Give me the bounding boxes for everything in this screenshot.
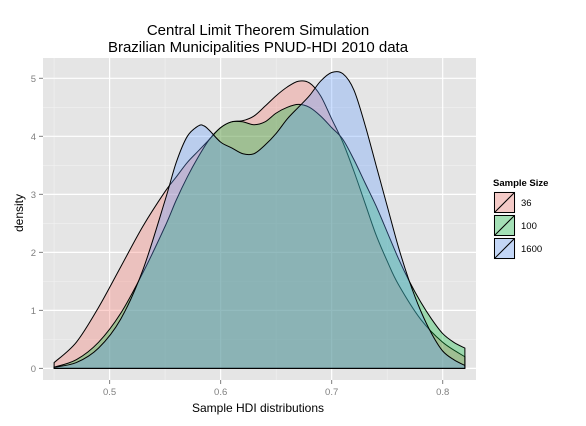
grid-minor	[43, 58, 476, 380]
density-areas	[53, 71, 466, 369]
y-tick-label: 5	[31, 74, 36, 85]
chart-subtitle: Brazilian Municipalities PNUD-HDI 2010 d…	[108, 39, 409, 56]
y-tick-label: 4	[31, 132, 36, 143]
x-axis: 0.5 0.6 0.7 0.8	[103, 380, 449, 398]
density-area-36	[53, 80, 466, 369]
x-tick-label: 0.7	[325, 387, 338, 398]
legend-label-36: 36	[521, 198, 532, 209]
chart-title: Central Limit Theorem Simulation	[147, 22, 369, 39]
y-tick-label: 3	[31, 190, 36, 201]
legend-label-1600: 1600	[521, 244, 542, 255]
legend: Sample Size 36 100 1600	[492, 178, 548, 261]
x-tick-label: 0.6	[214, 387, 227, 398]
y-tick-label: 1	[31, 306, 36, 317]
x-tick-label: 0.8	[436, 387, 449, 398]
density-area-1600	[53, 71, 466, 369]
x-tick-label: 0.5	[103, 387, 116, 398]
y-axis: 0 1 2 3 4 5	[31, 74, 43, 375]
y-tick-label: 2	[31, 248, 36, 259]
legend-swatch-line-36	[494, 192, 515, 213]
legend-label-100: 100	[521, 221, 537, 232]
legend-swatch-line-100	[494, 215, 515, 236]
legend-title: Sample Size	[493, 178, 548, 189]
legend-swatch-line-1600	[494, 238, 515, 259]
y-tick-label: 0	[31, 364, 36, 375]
x-axis-title: Sample HDI distributions	[192, 401, 324, 415]
y-axis-title: density	[12, 194, 26, 232]
